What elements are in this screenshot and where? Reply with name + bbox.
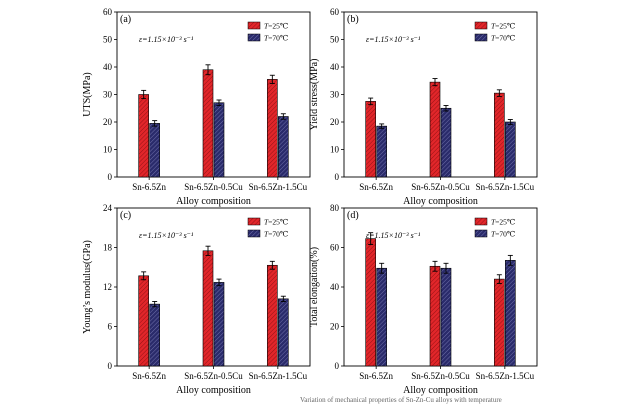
bar-t25-1: [365, 238, 376, 367]
bar-t70-2: [440, 267, 452, 367]
x-axis-label: Alloy composition: [403, 385, 478, 396]
legend-swatch: [247, 229, 261, 238]
x-tick-label: Sn-6.5Zn-0.5Cu: [411, 371, 470, 381]
bar-t25-3: [267, 264, 278, 367]
bar-t70-3: [278, 116, 289, 178]
panel-label: (c): [120, 210, 131, 221]
y-tick-label: 20: [103, 117, 113, 127]
legend-swatch: [474, 21, 488, 30]
panel-label: (b): [347, 14, 359, 25]
bar-t25-3: [267, 79, 278, 178]
bar-t25-1: [365, 101, 376, 178]
x-axis-label: Alloy composition: [176, 196, 251, 207]
legend-swatch: [474, 229, 488, 238]
y-tick-label: 0: [335, 361, 340, 371]
bar-t25-2: [202, 250, 214, 367]
y-tick-label: 18: [103, 243, 113, 253]
strain-rate-annotation: ε=1.15×10⁻³ s⁻¹: [139, 231, 194, 240]
y-tick-label: 40: [330, 282, 340, 292]
y-axis-label: Yield stress(MPa): [309, 59, 320, 131]
bar-t70-2: [213, 282, 225, 367]
legend-swatch: [474, 33, 488, 42]
y-tick-label: 24: [103, 203, 113, 213]
bar-t70-1: [149, 303, 160, 367]
y-tick-label: 50: [330, 35, 340, 45]
y-tick-label: 20: [330, 322, 340, 332]
chart-panel-3: 0 6 12 18 24 Young’s modulus(GPa) (c) ε=1.15×10…: [82, 203, 311, 396]
y-tick-label: 60: [103, 7, 113, 17]
legend-label: T=25℃: [264, 218, 288, 227]
y-axis-label: Young’s modulus(GPa): [82, 240, 93, 334]
y-axis-label: Total elongation(%): [309, 247, 320, 327]
bar-t25-3: [494, 92, 505, 178]
figure-caption: Variation of mechanical properties of Sn…: [300, 396, 502, 404]
chart-panel-4: 0 20 40 60 80 Total elongation(%) (d) ε=1.15×10…: [309, 203, 538, 396]
y-tick-label: 10: [330, 145, 340, 155]
bar-t70-3: [505, 121, 516, 178]
legend-label: T=70℃: [264, 230, 288, 239]
y-tick-label: 80: [330, 203, 340, 213]
legend-label: T=70℃: [491, 230, 515, 239]
x-tick-label: Sn-6.5Zn: [132, 182, 166, 192]
x-tick-label: Sn-6.5Zn: [132, 371, 166, 381]
legend-swatch: [474, 217, 488, 226]
legend-label: T=70℃: [491, 34, 515, 43]
x-tick-label: Sn-6.5Zn-1.5Cu: [476, 371, 535, 381]
legend-label: T=70℃: [264, 34, 288, 43]
legend-swatch: [247, 33, 261, 42]
strain-rate-annotation: ε=1.15×10⁻³ s⁻¹: [366, 35, 421, 44]
y-tick-label: 50: [103, 35, 113, 45]
y-tick-label: 6: [108, 322, 113, 332]
y-tick-label: 30: [330, 90, 340, 100]
y-tick-label: 20: [330, 117, 340, 127]
bar-t70-2: [440, 107, 452, 178]
bar-t25-1: [138, 275, 149, 367]
bar-t25-2: [429, 265, 441, 367]
y-tick-label: 10: [103, 145, 113, 155]
bar-t25-2: [429, 81, 441, 178]
bar-t70-1: [376, 125, 387, 178]
bar-t25-2: [202, 69, 214, 178]
legend-swatch: [247, 21, 261, 30]
legend-swatch: [247, 217, 261, 226]
strain-rate-annotation: ε=1.15×10⁻³ s⁻¹: [366, 231, 421, 240]
bar-t70-2: [213, 102, 225, 178]
y-tick-label: 0: [108, 361, 113, 371]
x-tick-label: Sn-6.5Zn: [359, 371, 393, 381]
x-tick-label: Sn-6.5Zn-0.5Cu: [184, 182, 243, 192]
legend-label: T=25℃: [491, 218, 515, 227]
x-tick-label: Sn-6.5Zn-1.5Cu: [249, 371, 308, 381]
y-axis-label: UTS(MPa): [82, 72, 93, 116]
y-tick-label: 30: [103, 90, 113, 100]
bar-t70-3: [505, 260, 516, 367]
y-tick-label: 60: [330, 243, 340, 253]
panel-label: (d): [347, 210, 359, 221]
y-tick-label: 0: [335, 172, 340, 182]
y-tick-label: 40: [330, 62, 340, 72]
chart-panel-1: 0 10 20 30 40 50 60 UTS(MPa) (a) ε=1.15×10⁻³ s⁻¹ S…: [82, 7, 311, 207]
x-axis-label: Alloy composition: [403, 196, 478, 207]
bar-t70-1: [376, 267, 387, 367]
y-tick-label: 0: [108, 172, 113, 182]
bar-t25-1: [138, 94, 149, 178]
bar-t25-3: [494, 278, 505, 367]
x-axis-label: Alloy composition: [176, 385, 251, 396]
bar-t70-3: [278, 298, 289, 367]
y-tick-label: 40: [103, 62, 113, 72]
chart-panel-2: 0 10 20 30 40 50 60 Yield stress(MPa) (b) ε=1.15×…: [309, 7, 538, 207]
bar-t70-1: [149, 123, 160, 178]
strain-rate-annotation: ε=1.15×10⁻³ s⁻¹: [139, 35, 194, 44]
x-tick-label: Sn-6.5Zn-0.5Cu: [184, 371, 243, 381]
x-tick-label: Sn-6.5Zn: [359, 182, 393, 192]
x-tick-label: Sn-6.5Zn-0.5Cu: [411, 182, 470, 192]
y-tick-label: 12: [103, 282, 112, 292]
legend-label: T=25℃: [264, 22, 288, 31]
x-tick-label: Sn-6.5Zn-1.5Cu: [476, 182, 535, 192]
legend-label: T=25℃: [491, 22, 515, 31]
panel-label: (a): [120, 14, 131, 25]
y-tick-label: 60: [330, 7, 340, 17]
x-tick-label: Sn-6.5Zn-1.5Cu: [249, 182, 308, 192]
